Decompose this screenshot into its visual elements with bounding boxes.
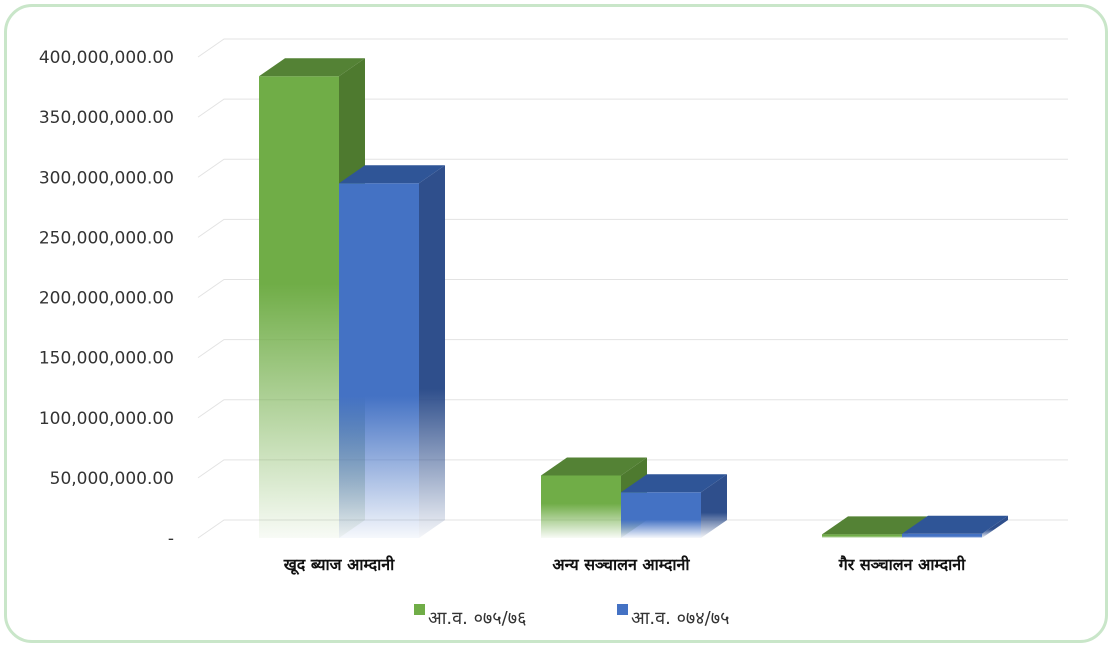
gridline [197,399,1068,419]
legend-item: आ.व. ०७४/७५ [617,604,729,629]
gridline [197,339,1068,359]
y-tick-label: - [168,529,174,549]
bar-side [701,474,727,538]
bar-top [541,457,647,476]
y-tick-label: 150,000,000.00 [39,349,174,369]
bar-top [902,515,1008,534]
y-tick-label: 50,000,000.00 [50,469,174,489]
gridline [197,38,1068,58]
legend-swatch [414,604,425,615]
legend-item: आ.व. ०७५/७६ [414,604,526,629]
y-tick-label: 400,000,000.00 [39,48,174,68]
bar-front [541,475,621,538]
gridline [197,519,1068,539]
bar [902,515,1008,538]
y-tick-label: 200,000,000.00 [39,289,174,309]
bar-top [339,165,445,184]
bar [621,474,727,538]
gridline [197,218,1068,238]
legend-label: आ.व. ०७४/७५ [631,608,729,629]
legend-label: आ.व. ०७५/७६ [428,608,526,629]
x-tick-label: गैर सञ्चालन आम्दानी [838,555,966,574]
bar-top [822,516,928,535]
y-tick-label: 300,000,000.00 [39,168,174,188]
y-tick-label: 100,000,000.00 [39,409,174,429]
bar-top [621,474,727,493]
gridline [197,98,1068,118]
bar-top [259,58,365,77]
gridline [197,459,1068,479]
x-tick-label: अन्य सञ्चालन आम्दानी [552,555,690,574]
y-tick-label: 250,000,000.00 [39,228,174,248]
bar-front [621,492,701,538]
y-tick-label: 350,000,000.00 [39,108,174,128]
bar-front [902,533,982,538]
gridline [197,158,1068,178]
gridline [197,279,1068,298]
bar-side [419,165,445,538]
legend-swatch [617,604,628,615]
x-tick-label: खूद ब्याज आम्दानी [283,555,395,575]
bar-front [822,534,902,538]
bar-front [339,183,419,538]
bar [339,165,445,538]
bar-front [259,76,339,539]
bar-side [982,515,1008,538]
